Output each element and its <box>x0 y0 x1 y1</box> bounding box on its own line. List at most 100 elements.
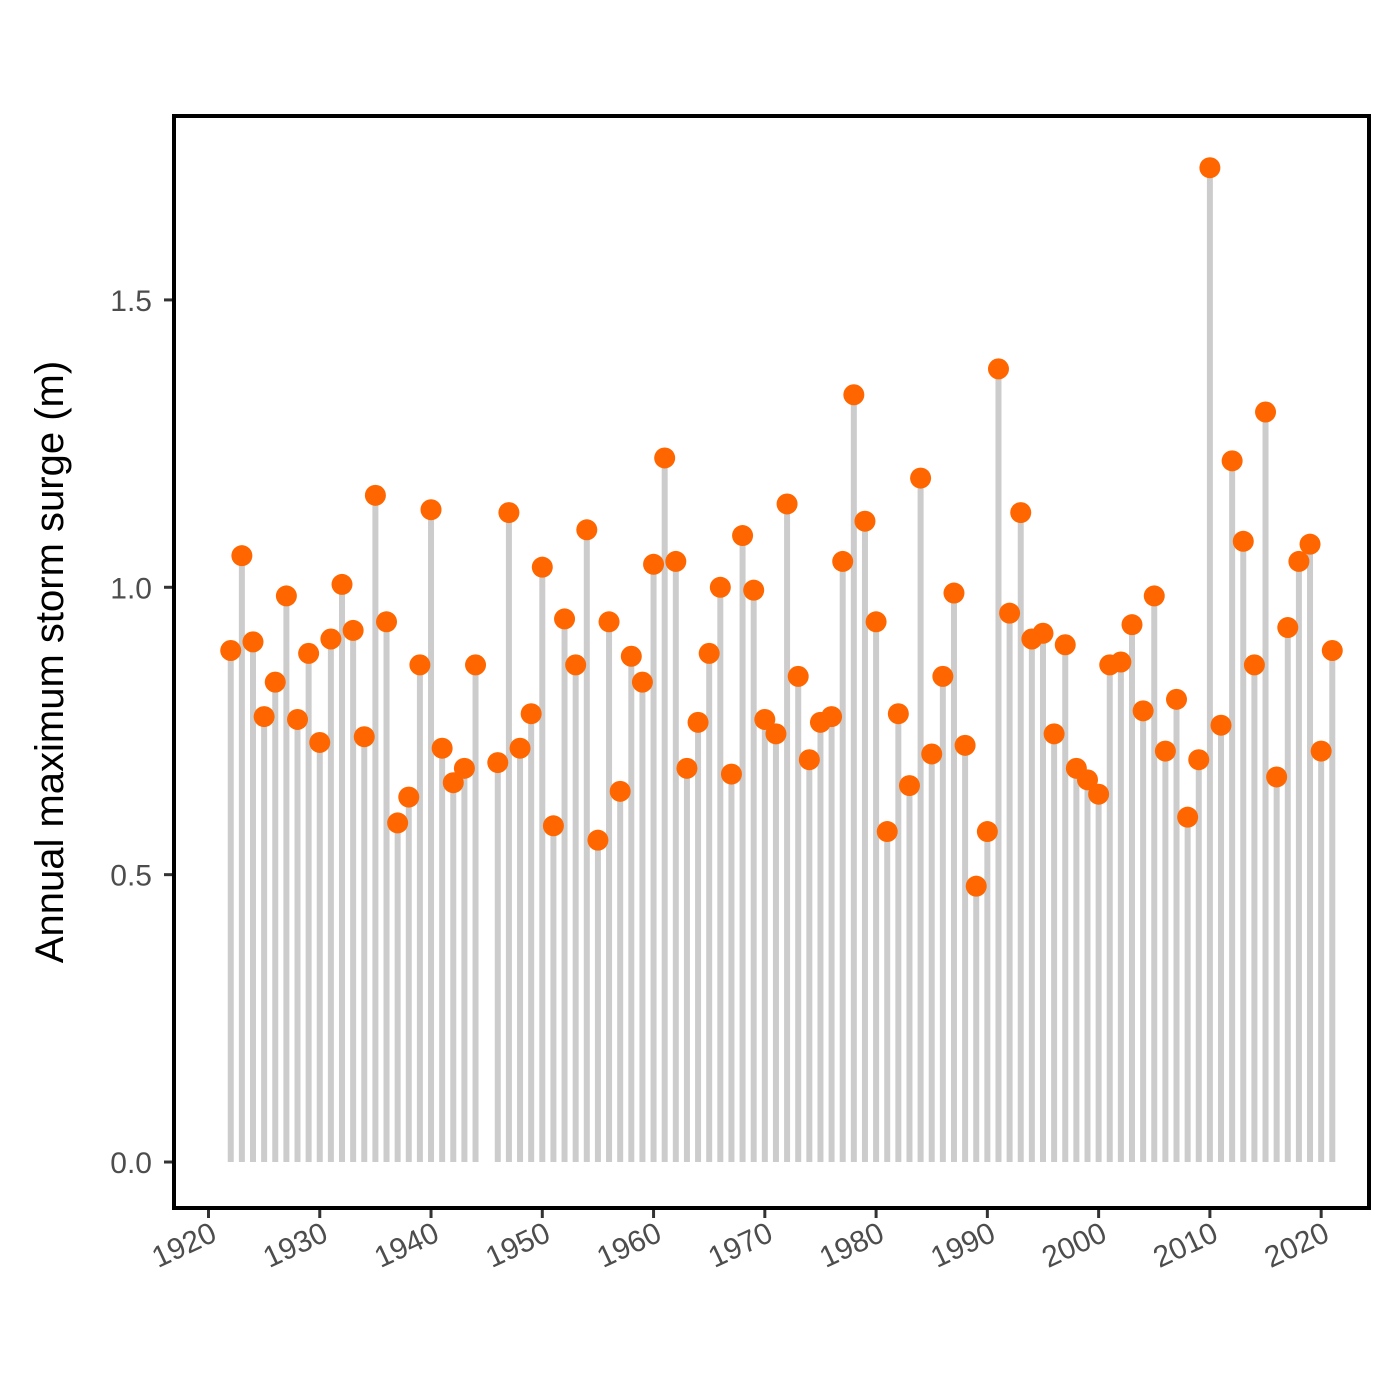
data-point-1930 <box>309 731 331 753</box>
y-axis: 0.0 0.5 1.0 1.5 <box>110 285 172 1180</box>
data-point-2016 <box>1266 766 1288 788</box>
data-point-1970 <box>754 708 776 730</box>
data-point-1927 <box>275 585 297 607</box>
data-point-1986 <box>932 665 954 687</box>
data-point-2008 <box>1177 806 1199 828</box>
data-point-2012 <box>1221 450 1243 472</box>
data-point-2000 <box>1088 783 1110 805</box>
data-point-1997 <box>1054 634 1076 656</box>
data-point-1949 <box>520 703 542 725</box>
data-point-2020 <box>1310 740 1332 762</box>
data-point-1993 <box>1010 502 1032 524</box>
data-point-2021 <box>1321 640 1343 662</box>
data-point-2017 <box>1277 617 1299 639</box>
data-point-1941 <box>431 737 453 759</box>
data-point-1981 <box>876 821 898 843</box>
data-point-1985 <box>921 743 943 765</box>
data-point-1933 <box>342 619 364 641</box>
data-point-1982 <box>887 703 909 725</box>
data-point-1954 <box>576 519 598 541</box>
data-point-1943 <box>453 757 475 779</box>
data-point-1996 <box>1043 723 1065 745</box>
data-point-1956 <box>598 611 620 633</box>
data-point-1959 <box>631 671 653 693</box>
plot-frame <box>172 114 1371 1210</box>
data-point-2018 <box>1288 550 1310 572</box>
data-point-1977 <box>832 550 854 572</box>
data-point-1935 <box>364 484 386 506</box>
data-point-2015 <box>1255 401 1277 423</box>
data-point-2010 <box>1199 157 1221 179</box>
data-point-1992 <box>999 602 1021 624</box>
y-tick-label: 0.5 <box>110 860 152 893</box>
data-point-1942 <box>442 772 464 794</box>
data-point-1960 <box>643 553 665 575</box>
data-point-1989 <box>965 875 987 897</box>
data-point-1936 <box>376 611 398 633</box>
data-point-1955 <box>587 829 609 851</box>
data-point-1963 <box>676 757 698 779</box>
y-tick-label: 1.5 <box>110 285 152 318</box>
data-point-1987 <box>943 582 965 604</box>
data-point-1973 <box>787 665 809 687</box>
data-point-1968 <box>732 525 754 547</box>
data-point-1962 <box>665 550 687 572</box>
data-point-1953 <box>565 654 587 676</box>
data-point-1929 <box>298 642 320 664</box>
data-point-1958 <box>620 645 642 667</box>
data-point-1922 <box>220 640 242 662</box>
data-point-1923 <box>231 545 253 567</box>
data-point-1988 <box>954 734 976 756</box>
data-point-2003 <box>1121 614 1143 636</box>
data-point-1939 <box>409 654 431 676</box>
data-point-1976 <box>821 706 843 728</box>
data-point-1978 <box>843 384 865 406</box>
points-layer <box>220 157 1343 897</box>
data-point-1926 <box>264 671 286 693</box>
data-point-1967 <box>720 763 742 785</box>
data-point-1965 <box>698 642 720 664</box>
data-point-1948 <box>509 737 531 759</box>
data-point-1984 <box>910 467 932 489</box>
data-point-1928 <box>287 708 309 730</box>
data-point-1974 <box>798 749 820 771</box>
data-point-1972 <box>776 493 798 515</box>
data-point-1966 <box>709 576 731 598</box>
data-point-2011 <box>1210 714 1232 736</box>
data-point-2014 <box>1243 654 1265 676</box>
data-point-2013 <box>1232 530 1254 552</box>
data-point-1940 <box>420 499 442 521</box>
data-point-1971 <box>765 723 787 745</box>
y-tick-label: 1.0 <box>110 572 152 605</box>
data-point-1924 <box>242 631 264 653</box>
data-point-1925 <box>253 706 275 728</box>
data-point-2002 <box>1110 651 1132 673</box>
data-point-1934 <box>353 726 375 748</box>
data-point-1950 <box>531 556 553 578</box>
data-point-1938 <box>398 786 420 808</box>
data-point-2007 <box>1166 688 1188 710</box>
data-point-1957 <box>609 780 631 802</box>
data-point-1961 <box>654 447 676 469</box>
data-point-1969 <box>743 579 765 601</box>
data-point-1944 <box>465 654 487 676</box>
data-point-1951 <box>542 815 564 837</box>
data-point-1995 <box>1032 622 1054 644</box>
data-point-1947 <box>498 502 520 524</box>
y-axis-title: Annual maximum storm surge (m) <box>28 361 72 963</box>
data-point-2004 <box>1132 700 1154 722</box>
data-point-2006 <box>1154 740 1176 762</box>
data-point-1964 <box>687 711 709 733</box>
data-point-1952 <box>554 608 576 630</box>
data-point-2019 <box>1299 533 1321 555</box>
data-point-1979 <box>854 510 876 532</box>
data-point-1932 <box>331 573 353 595</box>
data-point-2009 <box>1188 749 1210 771</box>
data-point-1946 <box>487 752 509 774</box>
data-point-1983 <box>898 775 920 797</box>
data-point-1931 <box>320 628 342 650</box>
y-tick-label: 0.0 <box>110 1147 152 1180</box>
data-point-2005 <box>1143 585 1165 607</box>
